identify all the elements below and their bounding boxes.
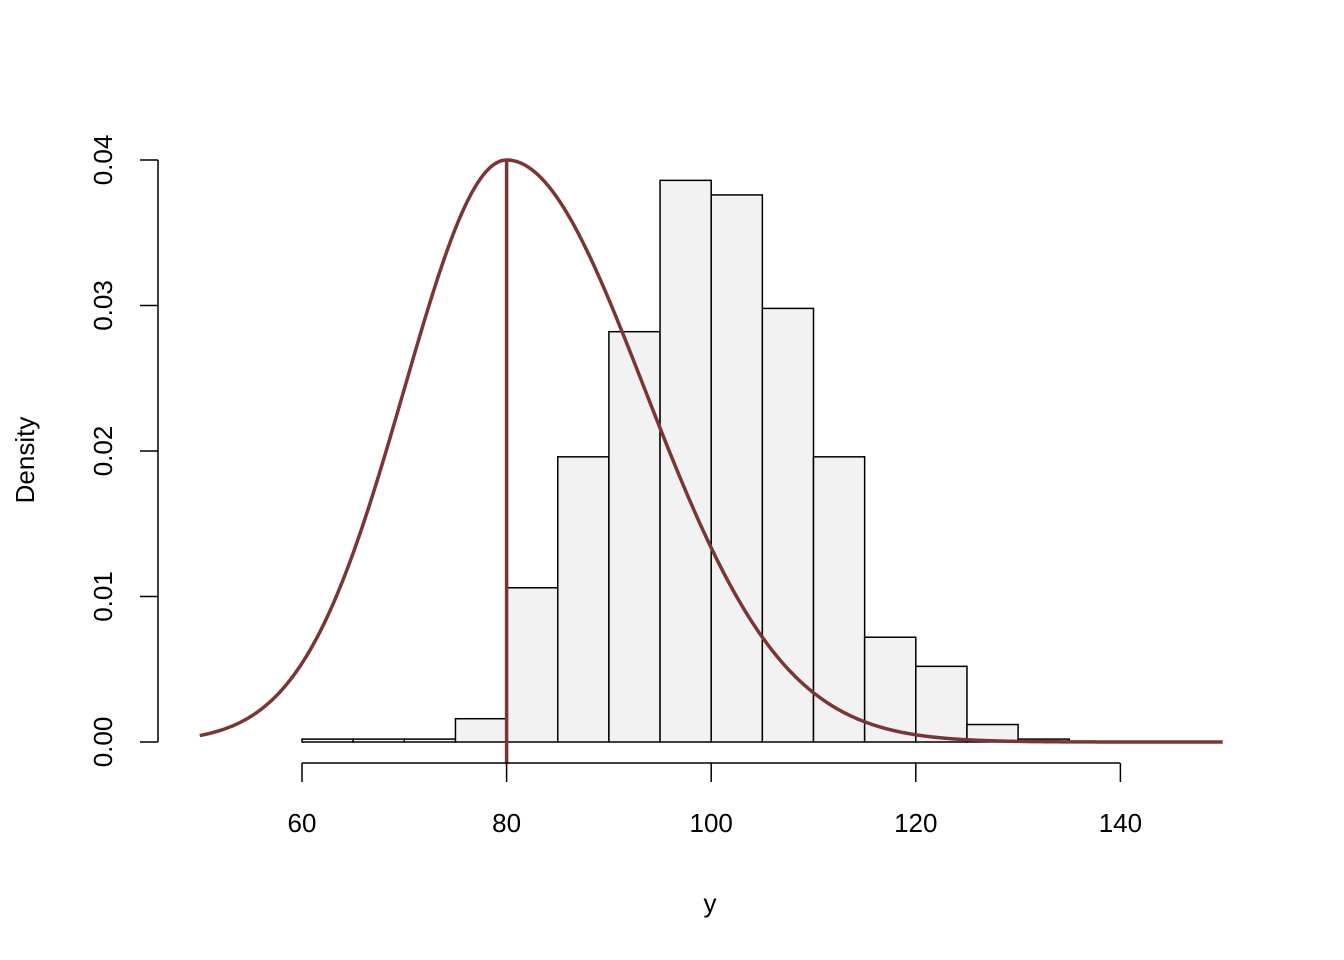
histogram-bars xyxy=(301,179,1070,743)
histogram-bar xyxy=(403,738,457,743)
x-tick-label: 60 xyxy=(288,808,317,838)
histogram-bar xyxy=(710,194,764,743)
histogram-bar xyxy=(505,587,559,743)
y-tick-label: 0.01 xyxy=(88,571,118,622)
histogram-bar xyxy=(608,330,661,743)
histogram-bar xyxy=(352,738,406,743)
y-axis: 0.00 0.01 0.02 0.03 0.04 xyxy=(88,135,159,768)
x-tick-label: 120 xyxy=(894,808,937,838)
y-tick-label: 0.04 xyxy=(88,135,118,186)
y-tick-label: 0.00 xyxy=(88,717,118,768)
density-curve-layer xyxy=(199,158,1223,764)
density-curve xyxy=(199,158,1223,744)
y-axis-title: Density xyxy=(10,417,40,504)
histogram-bar xyxy=(761,307,815,743)
histogram-bar xyxy=(301,738,354,743)
x-axis-title: y xyxy=(704,888,717,918)
x-tick-label: 140 xyxy=(1099,808,1142,838)
histogram-bar xyxy=(454,717,508,743)
histogram-bar xyxy=(915,665,968,743)
histogram-bar xyxy=(812,456,866,743)
x-tick-label: 80 xyxy=(492,808,521,838)
y-tick-label: 0.03 xyxy=(88,280,118,331)
x-tick-label: 100 xyxy=(690,808,733,838)
y-tick-label: 0.02 xyxy=(88,426,118,477)
histogram-bar xyxy=(557,456,610,743)
x-axis: 60 80 100 120 140 xyxy=(288,762,1142,838)
histogram-bar xyxy=(659,179,712,743)
